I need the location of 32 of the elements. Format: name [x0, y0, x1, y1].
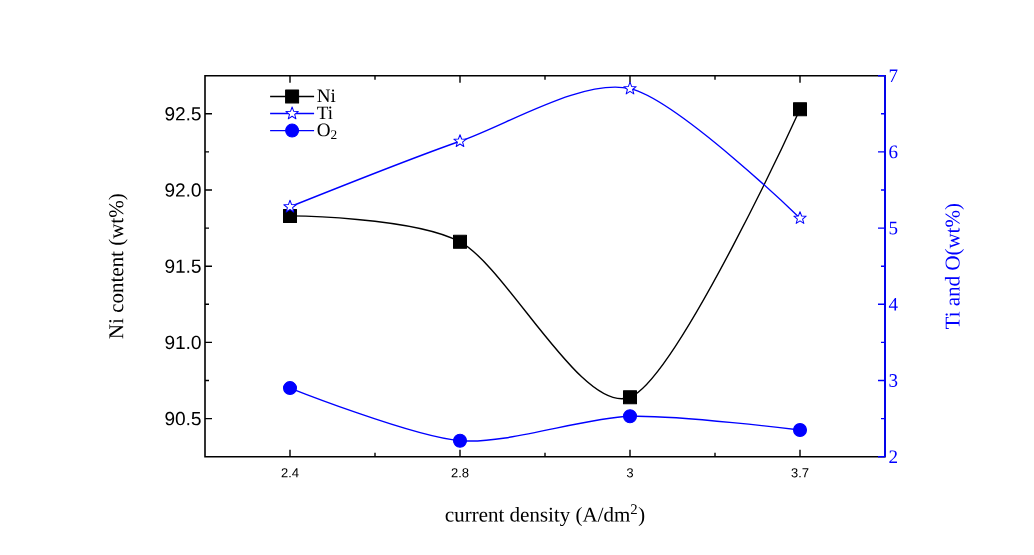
- point: [283, 199, 297, 213]
- point: [453, 134, 467, 147]
- y-axis-title: Ni content (wt%): [108, 194, 128, 339]
- y2-axis-title: Ti and O(wt%): [944, 203, 964, 330]
- y2-tick-label: 3: [889, 374, 898, 387]
- y2-tick-label: 4: [888, 298, 898, 311]
- point: [623, 81, 637, 95]
- y-tick-label: 91.0: [165, 335, 201, 350]
- point: [623, 409, 637, 424]
- y2-tick-label: 2: [889, 450, 897, 463]
- x-tick-label: 2.4: [281, 468, 299, 478]
- legend-label: Ti: [317, 106, 333, 120]
- point: [283, 381, 298, 396]
- x-tick-label: 3.7: [791, 468, 809, 478]
- y-tick-label: 91.5: [165, 259, 201, 273]
- y-tick-label: 92.0: [165, 183, 201, 197]
- point: [793, 423, 808, 438]
- x-tick-label: 2.8: [451, 468, 469, 478]
- y2-tick-label: 6: [889, 145, 898, 159]
- point: [793, 211, 807, 224]
- point: [623, 390, 637, 405]
- point: [793, 102, 808, 117]
- y-tick-label: 90.5: [165, 411, 201, 426]
- y-tick-label: 92.5: [165, 107, 201, 121]
- point: [453, 433, 468, 448]
- point: [453, 234, 467, 249]
- y2-tick-label: 7: [889, 69, 898, 82]
- x-tick-label: 3: [626, 468, 634, 478]
- legend-label: Ni: [317, 89, 336, 102]
- legend-label: O$_{2}$: [317, 123, 337, 140]
- x-axis-title: current density (A/dm$^{2}$): [445, 504, 645, 527]
- y2-tick-label: 5: [889, 221, 898, 235]
